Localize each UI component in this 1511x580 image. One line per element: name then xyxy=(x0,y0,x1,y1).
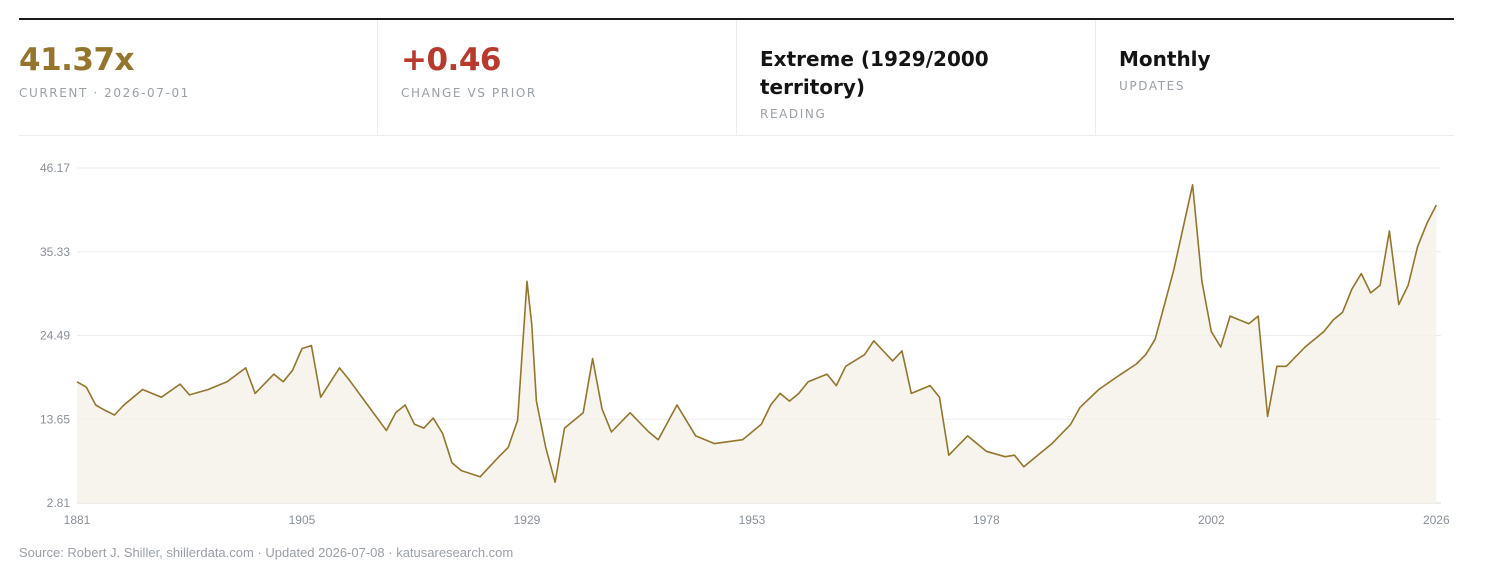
x-tick-label: 1953 xyxy=(739,513,766,527)
y-tick-label: 13.65 xyxy=(40,412,70,426)
y-tick-label: 46.17 xyxy=(40,161,70,175)
updates-label: UPDATES xyxy=(1119,79,1186,93)
stats-row: 41.37x CURRENT · 2026-07-01 +0.46 CHANGE… xyxy=(19,20,1454,136)
stat-updates: Monthly UPDATES xyxy=(1096,20,1454,135)
x-tick-labels: 1881 1905 1929 1953 1978 2002 2026 xyxy=(64,513,1450,527)
x-tick-label: 2002 xyxy=(1198,513,1225,527)
x-tick-label: 2026 xyxy=(1423,513,1450,527)
source-note: Source: Robert J. Shiller, shillerdata.c… xyxy=(19,545,514,560)
series-line xyxy=(76,184,1438,483)
y-tick-label: 2.81 xyxy=(47,496,71,510)
y-tick-labels: 2.81 13.65 24.49 35.33 46.17 xyxy=(40,161,70,510)
current-value: 41.37x xyxy=(19,42,135,78)
updates-value: Monthly xyxy=(1119,47,1211,71)
stat-change: +0.46 CHANGE VS PRIOR xyxy=(378,20,737,135)
change-value: +0.46 xyxy=(401,42,501,78)
cape-chart: 2.81 13.65 24.49 35.33 46.17 1881 1905 1929 195… xyxy=(40,161,1450,527)
x-tick-label: 1929 xyxy=(514,513,541,527)
y-tick-label: 35.33 xyxy=(40,245,70,259)
change-label: CHANGE VS PRIOR xyxy=(401,86,537,100)
current-label: CURRENT · 2026-07-01 xyxy=(19,86,190,100)
x-tick-label: 1905 xyxy=(289,513,316,527)
stat-reading: Extreme (1929/2000 territory) READING xyxy=(737,20,1096,135)
y-tick-label: 24.49 xyxy=(40,329,70,343)
reading-label: READING xyxy=(760,107,827,121)
x-tick-label: 1978 xyxy=(973,513,1000,527)
reading-value: Extreme (1929/2000 territory) xyxy=(760,47,989,99)
series-area xyxy=(77,184,1437,504)
top-rule xyxy=(19,18,1454,20)
x-tick-label: 1881 xyxy=(64,513,91,527)
stat-current: 41.37x CURRENT · 2026-07-01 xyxy=(19,20,378,135)
